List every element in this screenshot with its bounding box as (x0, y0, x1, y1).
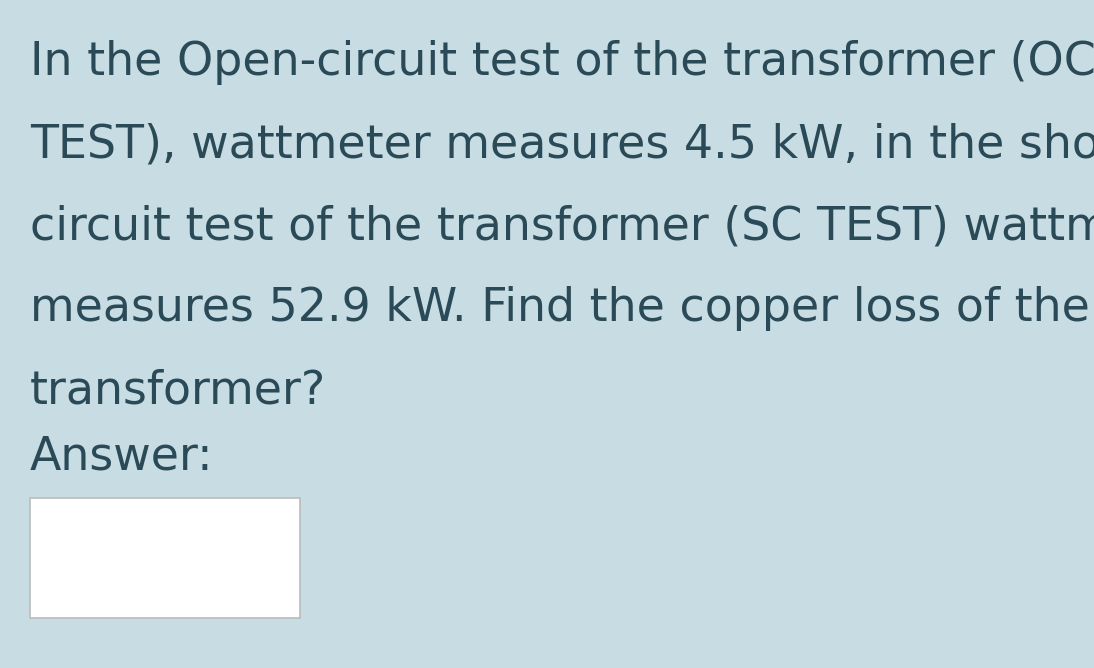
Text: circuit test of the transformer (SC TEST) wattmeter: circuit test of the transformer (SC TEST… (30, 204, 1094, 249)
Text: Answer:: Answer: (30, 435, 213, 480)
Bar (30, 498, 300, 618)
Text: transformer?: transformer? (30, 368, 326, 413)
Text: In the Open-circuit test of the transformer (OC: In the Open-circuit test of the transfor… (30, 40, 1094, 85)
Text: TEST), wattmeter measures 4.5 kW, in the short-: TEST), wattmeter measures 4.5 kW, in the… (30, 122, 1094, 167)
Text: measures 52.9 kW. Find the copper loss of the: measures 52.9 kW. Find the copper loss o… (30, 286, 1090, 331)
